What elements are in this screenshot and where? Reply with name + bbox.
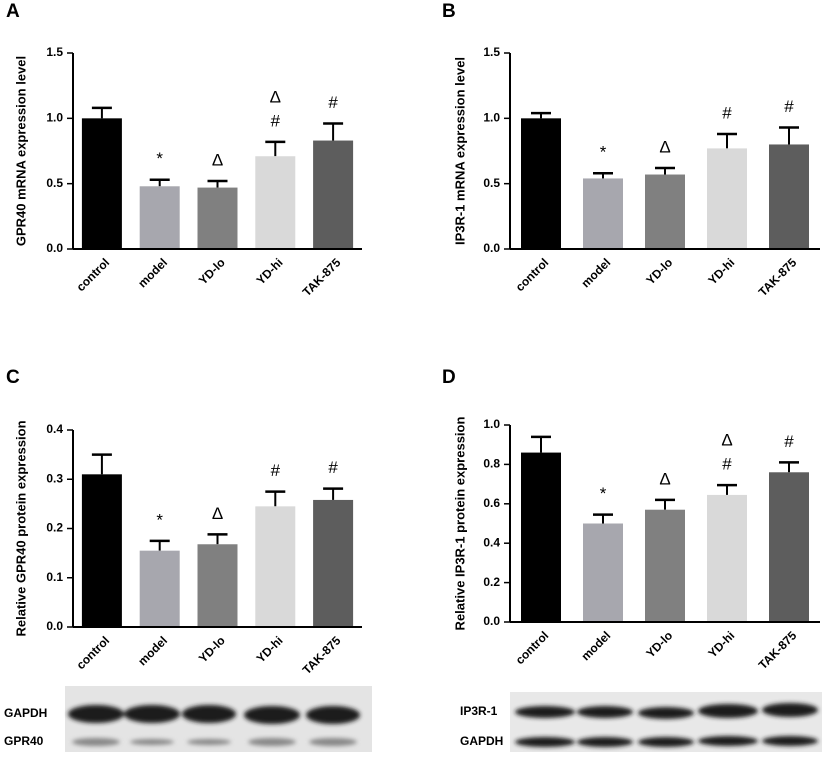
y-tick-label: 0.0 — [483, 614, 500, 628]
x-tick-label: YD-hi — [705, 628, 737, 660]
x-tick-label: YD-hi — [254, 255, 286, 287]
y-tick-label: 0.0 — [46, 619, 63, 633]
significance-mark: # — [784, 97, 794, 116]
panel-label: B — [442, 1, 456, 22]
blot-label: GPR40 — [4, 734, 44, 748]
significance-mark: Δ — [659, 469, 670, 488]
significance-mark: Δ — [212, 504, 223, 523]
y-tick-label: 0.1 — [46, 570, 63, 584]
bar — [139, 186, 180, 249]
significance-mark: * — [156, 149, 163, 168]
bar — [769, 144, 809, 249]
y-tick-label: 0.0 — [46, 241, 63, 255]
x-tick-label: TAK-875 — [756, 255, 800, 299]
x-tick-label: model — [135, 633, 170, 668]
x-tick-label: control — [513, 255, 552, 294]
bar — [313, 499, 354, 627]
significance-mark: # — [722, 103, 732, 122]
y-tick-label: 0.5 — [483, 176, 500, 190]
y-tick-label: 0.4 — [46, 422, 63, 436]
x-tick-label: TAK-875 — [300, 633, 344, 677]
bar — [139, 550, 180, 627]
y-tick-label: 0.4 — [483, 535, 500, 549]
bar — [707, 148, 747, 249]
bar — [81, 118, 122, 249]
significance-mark: # — [328, 458, 338, 477]
y-axis-label: Relative IP3R-1 protein expression — [452, 417, 467, 631]
y-axis-label: Relative GPR40 protein expression — [13, 420, 28, 636]
significance-mark: Δ — [721, 431, 732, 450]
bar — [521, 118, 561, 249]
y-tick-label: 0.2 — [46, 521, 63, 535]
bar — [197, 544, 238, 627]
x-tick-label: model — [578, 628, 613, 663]
y-tick-label: 1.0 — [46, 111, 63, 125]
x-tick-label: control — [74, 633, 113, 672]
significance-mark: # — [328, 93, 338, 112]
bar — [255, 156, 296, 249]
blot-left — [65, 686, 372, 752]
x-tick-label: YD-hi — [254, 633, 286, 665]
panel-label: A — [6, 1, 20, 22]
x-tick-label: TAK-875 — [300, 255, 344, 299]
significance-mark: * — [156, 510, 163, 529]
significance-mark: # — [271, 461, 281, 480]
bar — [645, 509, 685, 622]
blot-label: IP3R-1 — [460, 704, 498, 718]
y-axis-label: IP3R-1 mRNA expression level — [452, 57, 467, 245]
panel-label: D — [442, 367, 456, 388]
bar — [645, 174, 685, 249]
significance-mark: * — [600, 484, 607, 503]
x-tick-label: YD-hi — [705, 255, 737, 287]
significance-mark: # — [722, 455, 732, 474]
bar — [583, 178, 623, 249]
y-tick-label: 0.6 — [483, 496, 500, 510]
y-tick-label: 0.0 — [483, 241, 500, 255]
y-tick-label: 1.0 — [483, 417, 500, 431]
x-tick-label: YD-lo — [643, 255, 675, 287]
x-tick-label: control — [74, 255, 113, 294]
y-tick-label: 1.5 — [483, 45, 500, 59]
bar — [521, 452, 561, 622]
bar — [769, 472, 809, 622]
y-tick-label: 1.5 — [46, 45, 63, 59]
bar — [583, 523, 623, 622]
bar — [81, 474, 122, 627]
bar — [255, 506, 296, 627]
significance-mark: Δ — [659, 137, 670, 156]
x-tick-label: model — [135, 255, 170, 290]
bar — [707, 494, 747, 622]
blot-label: GAPDH — [460, 734, 503, 748]
x-tick-label: model — [578, 255, 613, 290]
panel-label: C — [6, 367, 20, 388]
blot-label: GAPDH — [4, 706, 47, 720]
y-tick-label: 1.0 — [483, 111, 500, 125]
significance-mark: * — [600, 143, 607, 162]
bar — [313, 140, 354, 249]
y-axis-label: GPR40 mRNA expression level — [13, 56, 28, 246]
significance-mark: # — [784, 432, 794, 451]
significance-mark: Δ — [212, 151, 223, 170]
y-tick-label: 0.3 — [46, 471, 63, 485]
bar — [197, 187, 238, 249]
x-tick-label: YD-lo — [196, 633, 228, 665]
significance-mark: # — [271, 111, 281, 130]
x-tick-label: YD-lo — [643, 628, 675, 660]
y-tick-label: 0.5 — [46, 176, 63, 190]
x-tick-label: TAK-875 — [756, 628, 800, 672]
x-tick-label: YD-lo — [196, 255, 228, 287]
y-tick-label: 0.8 — [483, 457, 500, 471]
x-tick-label: control — [513, 628, 552, 667]
significance-mark: Δ — [270, 87, 281, 106]
blot-right — [510, 692, 822, 752]
y-tick-label: 0.2 — [483, 575, 500, 589]
